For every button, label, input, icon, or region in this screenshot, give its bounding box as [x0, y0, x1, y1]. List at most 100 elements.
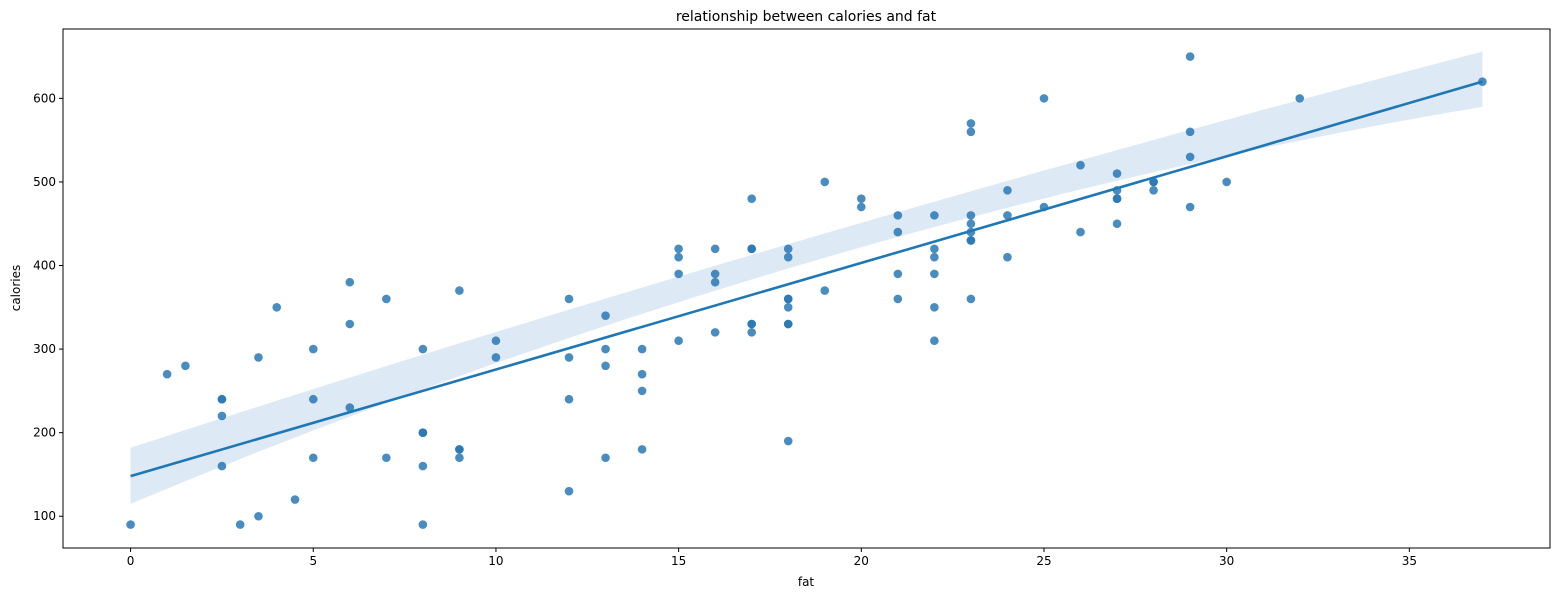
x-tick-label: 10: [488, 554, 503, 568]
data-point: [930, 244, 939, 254]
data-point: [601, 311, 610, 320]
y-tick-label: 600: [33, 91, 56, 105]
data-point: [674, 269, 683, 279]
data-point: [455, 445, 464, 454]
confidence-band: [130, 51, 1483, 504]
data-point: [345, 319, 355, 329]
data-point: [491, 353, 501, 362]
data-point: [1149, 177, 1158, 187]
plot-frame: [62, 28, 1551, 549]
data-point: [1185, 127, 1195, 137]
data-point: [783, 303, 793, 312]
data-point: [308, 344, 318, 354]
data-point: [1295, 94, 1305, 103]
y-tick-label: 100: [33, 509, 56, 523]
x-tick-label: 20: [854, 554, 869, 568]
data-point: [418, 520, 428, 529]
data-point: [181, 361, 190, 371]
x-tick-label: 0: [127, 554, 135, 568]
data-point: [254, 353, 263, 362]
data-point: [418, 428, 428, 437]
data-point: [455, 286, 464, 295]
data-point: [126, 520, 135, 529]
data-point: [601, 453, 610, 463]
x-tick-label: 15: [671, 554, 686, 568]
data-point: [966, 236, 976, 245]
data-point: [893, 269, 903, 279]
data-point: [601, 361, 610, 371]
data-point: [1076, 160, 1085, 170]
y-tick-label: 400: [33, 259, 56, 273]
data-point: [254, 511, 263, 521]
data-point: [783, 319, 793, 329]
data-point: [966, 211, 976, 220]
y-tick-label: 300: [33, 342, 56, 356]
data-point: [637, 386, 647, 396]
data-point: [455, 453, 464, 463]
y-axis: 100 200 300 400 500 600: [33, 91, 63, 523]
data-point: [747, 194, 756, 203]
data-point: [783, 436, 793, 446]
data-point: [674, 336, 683, 346]
data-point: [820, 177, 830, 187]
x-tick-label: 35: [1402, 554, 1417, 568]
data-point: [674, 252, 683, 262]
y-tick-label: 500: [33, 175, 56, 189]
data-point: [966, 119, 976, 128]
data-point: [308, 453, 318, 463]
data-point: [217, 411, 227, 421]
chart-title: relationship between calories and fat: [676, 9, 937, 25]
data-point: [1222, 177, 1231, 187]
data-point: [966, 219, 976, 229]
data-point: [1003, 211, 1012, 220]
data-point: [710, 328, 720, 337]
x-tick-label: 25: [1036, 554, 1051, 568]
data-point: [893, 211, 903, 220]
data-point: [930, 269, 939, 279]
data-point: [162, 369, 172, 379]
data-point: [1112, 169, 1122, 178]
data-point: [418, 461, 428, 471]
data-point: [564, 394, 574, 404]
data-point: [491, 336, 501, 346]
data-point: [710, 277, 720, 287]
data-point: [747, 328, 756, 337]
data-point: [345, 403, 355, 412]
data-point: [966, 127, 976, 137]
data-point: [1185, 52, 1195, 61]
data-point: [290, 495, 300, 504]
data-point: [820, 286, 830, 295]
data-point: [1112, 194, 1122, 203]
data-point: [1076, 227, 1085, 237]
data-point: [930, 336, 939, 346]
data-point: [345, 277, 355, 287]
data-point: [217, 461, 227, 471]
data-point: [1003, 185, 1012, 195]
x-tick-label: 30: [1219, 554, 1234, 568]
data-point: [710, 269, 720, 279]
y-axis-label: calories: [9, 265, 23, 312]
data-point: [857, 194, 866, 203]
data-point: [893, 294, 903, 304]
data-point: [783, 252, 793, 262]
x-tick-label: 5: [309, 554, 317, 568]
data-point: [747, 319, 756, 329]
regression-line: [130, 80, 1483, 478]
data-point: [272, 303, 282, 312]
data-point: [1185, 152, 1195, 162]
x-axis-label: fat: [798, 575, 815, 589]
data-point: [637, 445, 647, 454]
data-point: [1112, 219, 1122, 229]
data-point: [674, 244, 683, 254]
data-point: [382, 453, 391, 463]
data-point: [637, 344, 647, 354]
data-point: [637, 369, 647, 379]
data-point: [235, 520, 245, 529]
data-point: [930, 303, 939, 312]
data-point: [418, 344, 428, 354]
data-point: [857, 202, 866, 212]
data-point: [783, 294, 793, 304]
data-point: [710, 244, 720, 254]
